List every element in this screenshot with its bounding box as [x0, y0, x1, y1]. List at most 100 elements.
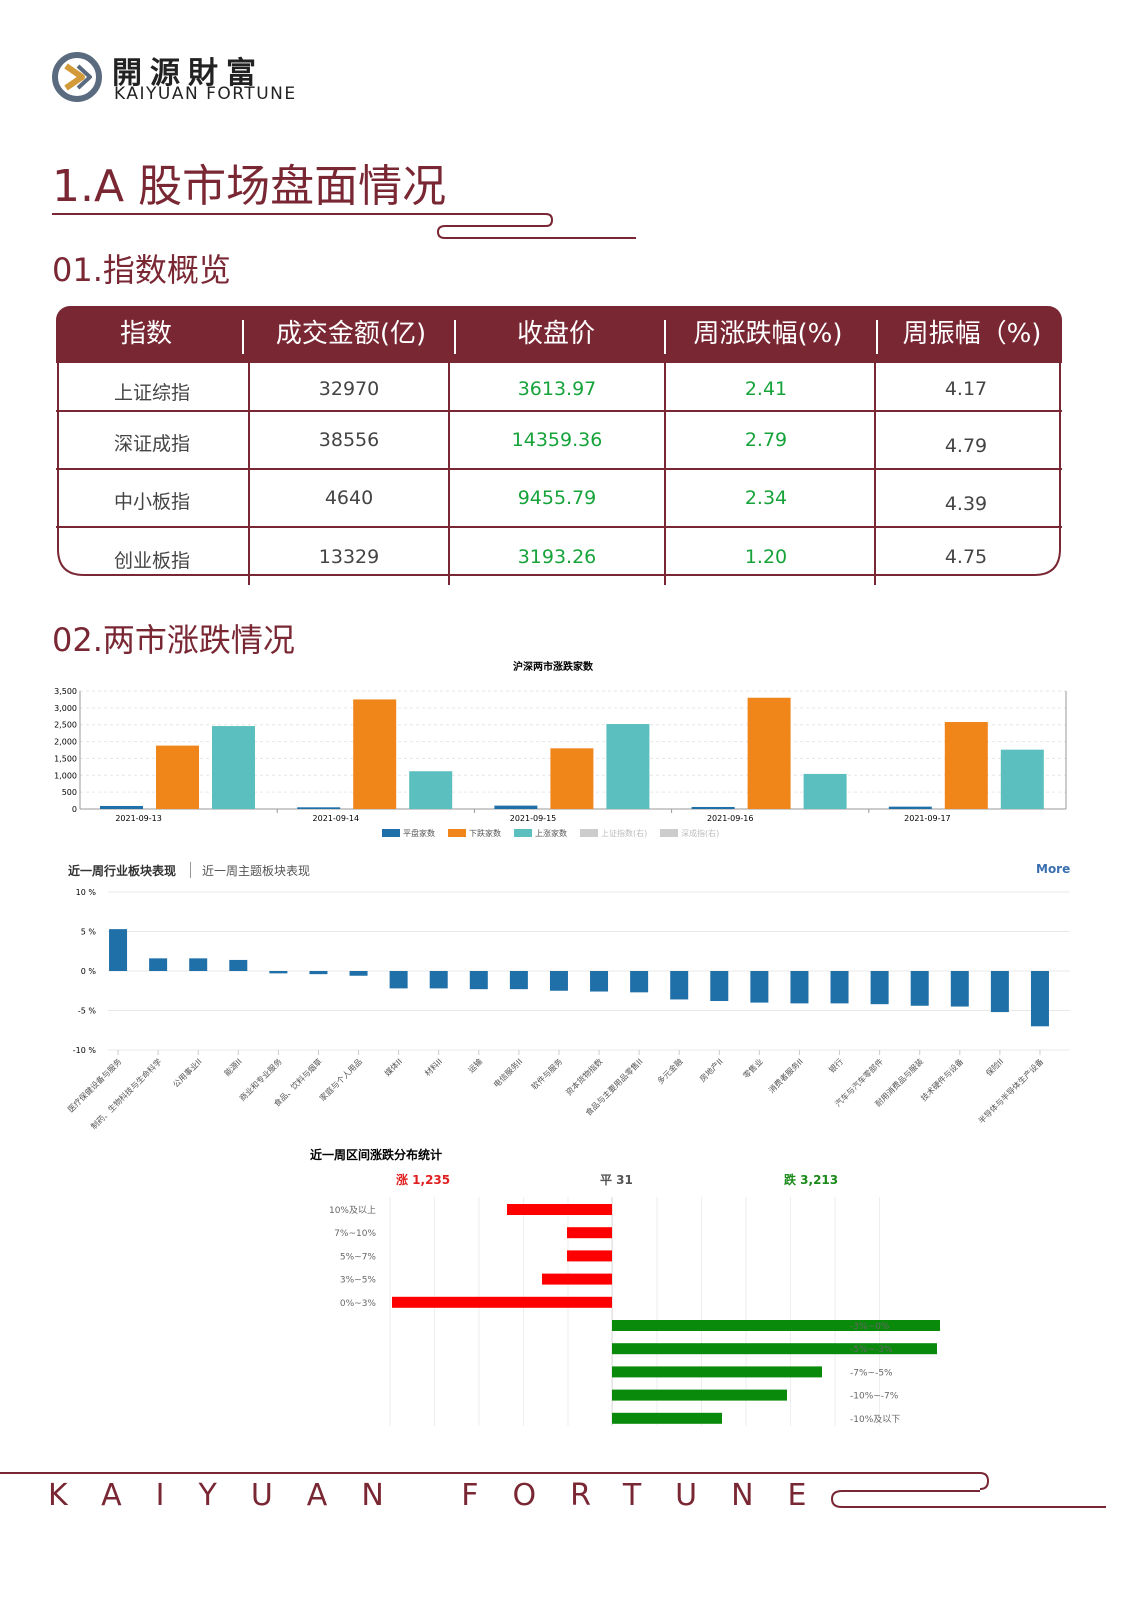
- bar-down: [612, 1343, 937, 1355]
- header-separator: [876, 320, 878, 354]
- y-tick-label: -5 %: [78, 1007, 97, 1016]
- bar-下跌家数: [944, 722, 988, 809]
- range-distribution-chart: 近一周区间涨跌分布统计 涨 1,235 平 31 跌 3,213 10%及以上 7…: [310, 1147, 940, 1426]
- table-cell-close: 3613.97: [517, 378, 597, 400]
- bar-sector: [1030, 971, 1049, 1027]
- col-divider: [248, 363, 250, 585]
- table-header-bar: [56, 306, 1062, 363]
- chart-title: 近一周区间涨跌分布统计: [310, 1147, 442, 1162]
- bar-sector: [549, 971, 568, 991]
- x-tick-label: 消费者服务II: [766, 1056, 805, 1095]
- y-tick-label: 10 %: [76, 888, 97, 897]
- x-tick-label: 能源II: [222, 1056, 244, 1078]
- title-divider: [52, 213, 636, 239]
- header-separator: [664, 320, 666, 354]
- table-cell-turnover: 13329: [318, 546, 380, 568]
- category-label: 0%~3%: [340, 1299, 377, 1309]
- table-frame: [57, 363, 1061, 576]
- bar-sector: [750, 971, 769, 1003]
- y-tick-label: 1,500: [54, 754, 77, 763]
- legend-swatch: [580, 829, 598, 837]
- category-label: 5%~7%: [340, 1252, 377, 1262]
- flat-count-label: 平 31: [600, 1173, 633, 1187]
- category-label: 7%~10%: [334, 1229, 376, 1239]
- category-label: -10%及以下: [850, 1414, 900, 1425]
- legend-label: 上涨家数: [535, 828, 567, 838]
- legend-label: 下跌家数: [469, 828, 501, 838]
- bar-sector: [349, 971, 368, 976]
- x-tick-label: 零售业: [741, 1056, 765, 1080]
- x-tick-label: 2021-09-13: [115, 814, 162, 823]
- col-divider: [448, 363, 450, 585]
- x-tick-label: 2021-09-14: [313, 814, 360, 823]
- y-tick-label: 0: [72, 805, 77, 814]
- tab-sector-performance[interactable]: 近一周行业板块表现: [68, 864, 177, 878]
- table-cell-amplitude: 4.17: [944, 378, 988, 400]
- bar-平盘家数: [100, 805, 143, 809]
- bar-up: [542, 1273, 612, 1285]
- x-tick-label: 资本货物指数: [563, 1056, 604, 1097]
- tab-theme-performance[interactable]: 近一周主题板块表现: [202, 864, 311, 878]
- table-cell-amplitude: 4.79: [944, 435, 988, 457]
- x-tick-label: 半导体与半导体生产设备: [976, 1056, 1045, 1125]
- x-tick-label: 制药、生物科技与生命科学: [89, 1056, 164, 1131]
- y-tick-label: -10 %: [73, 1046, 97, 1055]
- legend-label: 深成指(右): [681, 828, 719, 838]
- bar-平盘家数: [888, 806, 932, 809]
- table-cell-close: 3193.26: [517, 546, 597, 568]
- bar-up: [567, 1250, 612, 1262]
- y-tick-label: 500: [62, 788, 77, 797]
- bar-down: [612, 1366, 822, 1378]
- x-tick-label: 房地产II: [697, 1056, 724, 1083]
- chart-title: 沪深两市涨跌家数: [513, 660, 594, 673]
- bar-上涨家数: [1000, 749, 1044, 809]
- legend-swatch: [514, 829, 532, 837]
- y-tick-label: 3,500: [54, 687, 77, 696]
- subtitle-market-rise-fall: 02.两市涨跌情况: [52, 621, 295, 659]
- x-tick-label: 软件与服务: [529, 1056, 564, 1091]
- bar-sector: [670, 971, 689, 1000]
- x-tick-label: 媒体II: [382, 1056, 404, 1078]
- bar-sector: [990, 971, 1009, 1013]
- more-link[interactable]: More: [1036, 862, 1071, 876]
- legend-swatch: [382, 829, 400, 837]
- y-tick-label: 0 %: [81, 967, 97, 976]
- bar-down: [612, 1412, 722, 1424]
- bar-sector: [429, 971, 448, 989]
- bar-sector: [269, 971, 288, 974]
- index-table: 指数 成交金额(亿) 收盘价 周涨跌幅(%) 周振幅（%) 上证综指 32970…: [56, 306, 1062, 585]
- x-tick-label: 技术硬件与设备: [919, 1056, 966, 1103]
- row-divider: [56, 468, 1062, 470]
- table-cell-turnover: 32970: [318, 378, 380, 400]
- x-tick-label: 银行: [827, 1056, 845, 1074]
- row-divider: [56, 410, 1062, 412]
- header-close: 收盘价: [516, 319, 595, 349]
- header-separator: [454, 320, 456, 354]
- x-tick-label: 保险II: [984, 1056, 1006, 1078]
- x-tick-label: 材料II: [422, 1056, 444, 1078]
- down-count-label: 跌 3,213: [784, 1172, 838, 1187]
- bar-下跌家数: [156, 745, 199, 809]
- bar-sector: [830, 971, 849, 1004]
- table-cell-amplitude: 4.39: [944, 493, 988, 515]
- legend-label: 平盘家数: [403, 828, 435, 838]
- category-label: -5%~-3%: [850, 1345, 893, 1355]
- bar-上涨家数: [409, 771, 453, 809]
- bar-sector: [109, 929, 128, 971]
- bar-up: [567, 1227, 612, 1239]
- subtitle-index-overview: 01.指数概览: [52, 251, 231, 289]
- header-weekly-amplitude: 周振幅（%): [902, 319, 1042, 349]
- header-turnover: 成交金额(亿): [275, 319, 427, 349]
- bar-up: [392, 1296, 612, 1308]
- x-tick-label: 2021-09-17: [904, 814, 951, 823]
- table-cell-index-name: 中小板指: [113, 491, 190, 513]
- table-cell-turnover: 38556: [318, 429, 380, 451]
- table-cell-amplitude: 4.75: [944, 546, 988, 568]
- bar-sector: [509, 971, 528, 990]
- category-label: -10%~-7%: [850, 1392, 899, 1402]
- bar-sector: [189, 958, 208, 971]
- table-cell-weekly-change: 2.79: [744, 429, 788, 451]
- x-tick-label: 商业和专业服务: [237, 1056, 284, 1103]
- y-tick-label: 2,500: [54, 721, 77, 730]
- y-tick-label: 1,000: [54, 771, 77, 780]
